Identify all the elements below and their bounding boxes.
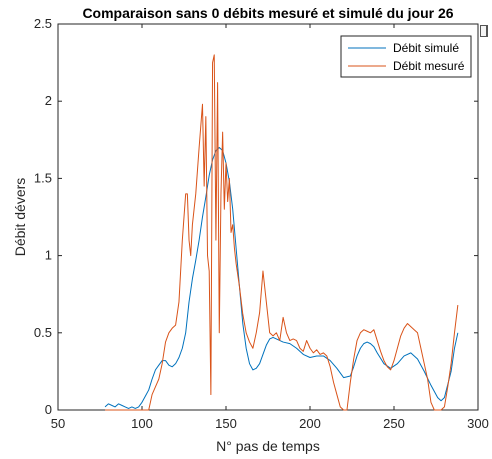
y-tick-label: 0.5 bbox=[34, 325, 52, 340]
y-tick-label: 1.5 bbox=[34, 170, 52, 185]
legend-label-mesure: Débit mesuré bbox=[393, 59, 465, 73]
x-tick-label: 300 bbox=[467, 416, 489, 431]
figure-toolbar-icon[interactable] bbox=[480, 25, 488, 37]
y-axis-label: Débit dévers bbox=[12, 178, 28, 257]
legend-label-simule: Débit simulé bbox=[393, 41, 459, 55]
series-line-debit-mesure bbox=[105, 54, 459, 411]
y-tick-label: 1 bbox=[45, 248, 52, 263]
x-tick-label: 150 bbox=[215, 416, 237, 431]
series-lines bbox=[104, 54, 459, 411]
legend[interactable]: Débit simulé Débit mesuré bbox=[340, 35, 472, 78]
series-line-debit-simule bbox=[104, 147, 459, 409]
chart-title: Comparaison sans 0 débits mesuré et simu… bbox=[82, 5, 453, 21]
x-axis-label: N° pas de temps bbox=[216, 438, 320, 454]
plot-area bbox=[57, 23, 479, 411]
y-tick-label: 2.5 bbox=[34, 16, 52, 31]
x-tick-label: 100 bbox=[131, 416, 153, 431]
x-tick-label: 200 bbox=[299, 416, 321, 431]
legend-box bbox=[340, 35, 472, 78]
axis-ticks: 50 100 150 200 250 300 0 0.5 1 1.5 2 2.5 bbox=[34, 16, 489, 431]
x-tick-label: 50 bbox=[51, 416, 65, 431]
y-tick-label: 2 bbox=[45, 93, 52, 108]
x-tick-label: 250 bbox=[383, 416, 405, 431]
y-tick-label: 0 bbox=[45, 402, 52, 417]
